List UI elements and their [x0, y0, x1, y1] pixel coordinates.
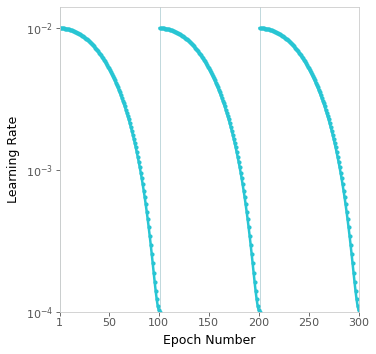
Y-axis label: Learning Rate: Learning Rate: [7, 116, 20, 203]
X-axis label: Epoch Number: Epoch Number: [163, 334, 255, 347]
